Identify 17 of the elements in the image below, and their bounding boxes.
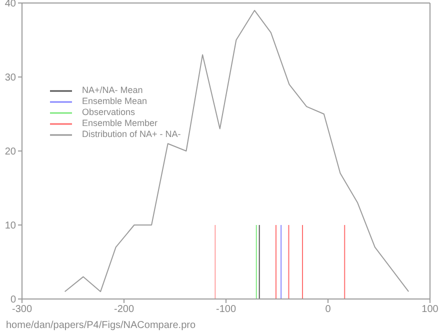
x-tick-label: -100 [216,304,236,316]
legend-label: Observations [82,107,136,118]
text: home/dan/papers/P4/Figs/NACompare.pro [6,320,196,331]
legend-label: Ensemble Mean [82,96,148,107]
legend-label: Distribution of NA+ - NA- [82,129,181,140]
legend-label: Ensemble Member [82,118,158,129]
x-tick-label: 100 [422,304,439,316]
y-tick-label: 40 [4,0,16,10]
y-tick-label: 0 [10,294,16,306]
x-tick-label: -300 [12,304,32,316]
y-tick-label: 20 [4,146,16,158]
legend-label: NA+/NA- Mean [82,85,143,96]
x-tick-label: 0 [325,304,332,316]
y-tick-label: 10 [4,220,16,232]
line-series [64,10,410,292]
y-tick-label: 30 [4,72,16,84]
x-tick-label: -200 [114,304,134,316]
